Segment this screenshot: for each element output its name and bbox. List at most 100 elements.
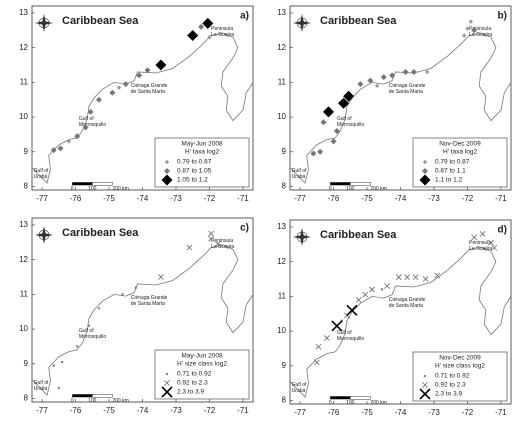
place-name: Ciénaga Grande: [131, 295, 168, 301]
data-point: [66, 139, 72, 144]
x-tick-label: -71: [495, 408, 507, 417]
scale-label: 0: [329, 186, 332, 192]
coastline: [289, 246, 512, 398]
place-name: Peninsula: [211, 26, 233, 32]
legend-box: [154, 349, 250, 400]
data-point: [402, 68, 409, 75]
legend-marker: [164, 380, 170, 386]
data-point: [87, 108, 94, 115]
legend-label: 0.79 to 0.87: [435, 159, 470, 166]
data-point: [488, 239, 494, 246]
y-tick-label: 8: [24, 182, 29, 191]
legend-marker: [423, 374, 427, 378]
data-point: [331, 320, 343, 332]
x-tick-label: -77: [36, 194, 48, 203]
legend-title: H' size class log2: [177, 361, 227, 368]
data-point: [82, 124, 89, 131]
data-point: [207, 35, 212, 40]
data-point: [362, 291, 369, 298]
y-tick-label: 12: [277, 43, 286, 52]
sea-name: Caribbean Sea: [62, 227, 139, 239]
data-point: [60, 360, 64, 364]
legend-title: H' size class log2: [435, 363, 485, 370]
data-point: [121, 293, 124, 296]
y-tick-label: 11: [278, 291, 287, 300]
data-point: [468, 19, 474, 24]
scale-bar: [350, 182, 371, 186]
data-point: [412, 274, 419, 281]
scale-label: 0: [71, 398, 74, 404]
data-point: [479, 231, 486, 237]
legend-title: May-Jun 2008: [181, 141, 223, 148]
data-point: [310, 150, 317, 157]
data-point: [330, 138, 337, 145]
data-point: [465, 26, 470, 31]
place-name: La Guajira: [211, 32, 234, 38]
legend-marker: [422, 168, 428, 174]
place-name: La Guajira: [469, 32, 492, 38]
data-point: [208, 235, 215, 242]
x-tick-label: -71: [237, 194, 249, 203]
x-tick-label: -72: [204, 406, 216, 415]
y-tick-label: 9: [24, 147, 29, 156]
data-point: [323, 106, 335, 118]
x-tick-label: -75: [103, 406, 115, 415]
x-tick-label: -72: [204, 194, 216, 203]
data-point: [343, 90, 355, 102]
y-tick-label: 8: [282, 396, 287, 405]
y-tick-label: 11: [20, 77, 29, 86]
place-name: Gulf of: [34, 168, 49, 174]
legend-marker: [161, 174, 173, 186]
x-tick-label: -77: [294, 408, 306, 417]
place-name: Gulf of: [337, 330, 352, 336]
panel-letter: a): [240, 11, 249, 22]
y-tick-label: 12: [19, 43, 28, 52]
data-point: [134, 286, 138, 289]
place-name: Urabá: [34, 386, 48, 392]
data-point: [374, 83, 380, 89]
data-point: [323, 335, 330, 341]
place-name: Ciénaga Grande: [389, 83, 426, 89]
data-point: [95, 96, 102, 103]
sea-name: Caribbean Sea: [320, 15, 397, 27]
data-point: [389, 72, 396, 79]
y-tick-label: 13: [19, 220, 28, 229]
data-point: [198, 23, 205, 30]
data-point: [57, 145, 64, 152]
scale-label: 200 km: [370, 186, 386, 192]
compass: [293, 228, 311, 246]
compass: [35, 226, 53, 244]
legend-label: 0.79 to 0.87: [177, 159, 212, 166]
legend-marker: [422, 382, 428, 388]
compass: [293, 14, 311, 32]
y-tick-label: 9: [24, 359, 29, 368]
data-point: [317, 148, 324, 155]
data-point: [52, 364, 56, 367]
scale-label: 200 km: [112, 186, 128, 192]
y-tick-label: 13: [277, 222, 286, 231]
data-point: [380, 288, 384, 291]
legend-label: 2.3 to 3.9: [177, 389, 204, 396]
legend-title: Nov-Dec 2009: [439, 141, 481, 148]
data-point: [434, 272, 441, 279]
y-tick-label: 9: [282, 361, 287, 370]
legend-title: May-Jun 2008: [181, 353, 223, 360]
legend-marker: [422, 159, 428, 165]
legend-title: Nov-Dec 2009: [439, 355, 481, 362]
data-point: [425, 69, 430, 75]
y-tick-label: 11: [278, 77, 287, 86]
legend-box: [412, 351, 508, 402]
data-point: [461, 33, 467, 38]
place-name: de Santa Marta: [389, 303, 423, 309]
x-tick-label: -73: [428, 408, 440, 417]
place-name: Ciénaga Grande: [131, 83, 168, 89]
x-tick-label: -73: [428, 194, 440, 203]
legend-marker: [161, 386, 173, 398]
x-tick-label: -71: [237, 406, 249, 415]
scale-bar: [72, 394, 93, 398]
place-name: Morrosquillo: [337, 336, 364, 342]
data-point: [320, 119, 327, 126]
legend-label: 1.05 to 1.2: [177, 177, 208, 184]
legend-title: H' taxa log2: [443, 149, 478, 156]
coastline: [31, 244, 254, 396]
